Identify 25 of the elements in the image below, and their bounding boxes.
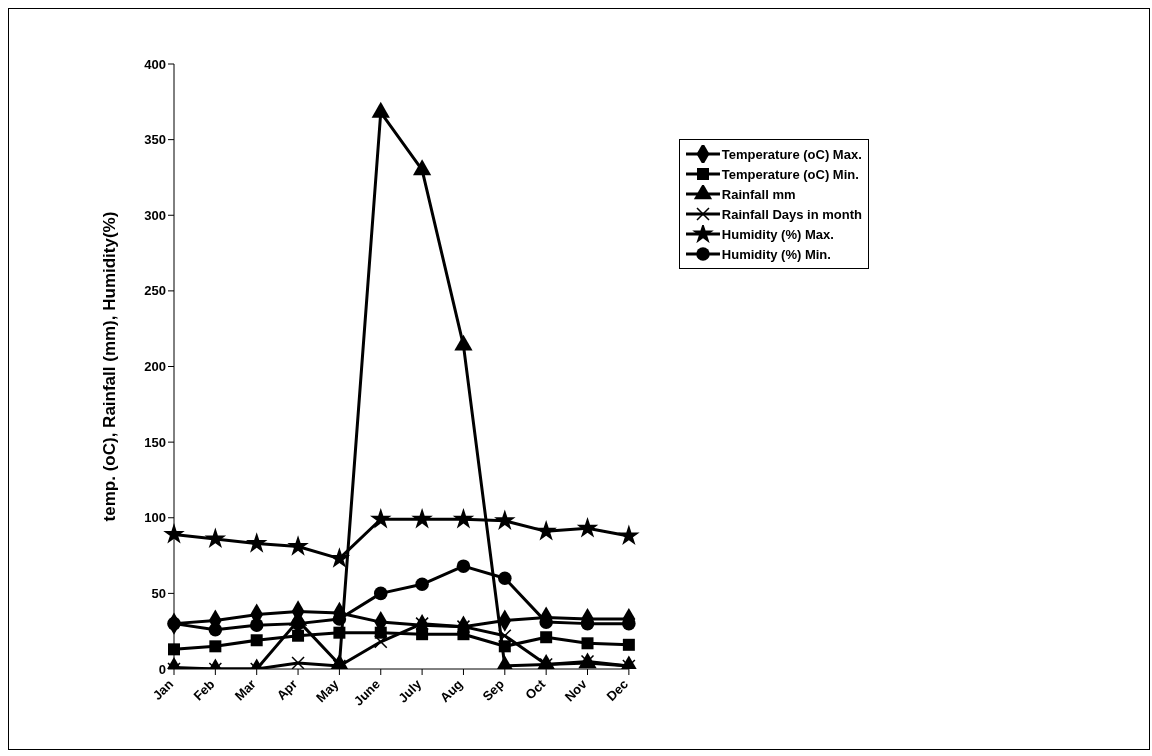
y-tick-label: 200	[144, 359, 166, 375]
legend-label: Rainfall Days in month	[721, 206, 862, 222]
y-tick-label: 150	[144, 434, 166, 450]
x-tick-label: Nov	[561, 675, 591, 705]
x-tick-label: Apr	[273, 676, 301, 703]
legend-label: Temperature (oC) Min.	[721, 166, 859, 182]
y-tick-label: 250	[144, 283, 166, 299]
legend-label: Temperature (oC) Max.	[721, 146, 862, 162]
y-tick-label: 300	[144, 207, 166, 223]
y-tick-label: 0	[158, 661, 166, 677]
x-tick-label: Mar	[231, 676, 259, 704]
legend-label: Humidity (%) Max.	[721, 226, 834, 242]
x-tick-label: Dec	[603, 676, 631, 704]
legend-label: Humidity (%) Min.	[721, 246, 831, 262]
x-tick-label: Feb	[190, 676, 218, 704]
y-tick-label: 100	[144, 510, 166, 526]
x-tick-label: Sep	[479, 676, 507, 704]
y-tick-label: 400	[144, 56, 166, 72]
y-tick-label: 350	[144, 132, 166, 148]
legend-label: Rainfall mm	[721, 186, 796, 202]
x-tick-label: Aug	[437, 676, 466, 705]
y-tick-label: 50	[151, 585, 166, 601]
y-axis-title: temp. (oC), Rainfall (mm), Humidity(%)	[100, 211, 120, 522]
x-tick-label: Jan	[149, 676, 177, 703]
x-tick-label: Oct	[522, 676, 549, 703]
